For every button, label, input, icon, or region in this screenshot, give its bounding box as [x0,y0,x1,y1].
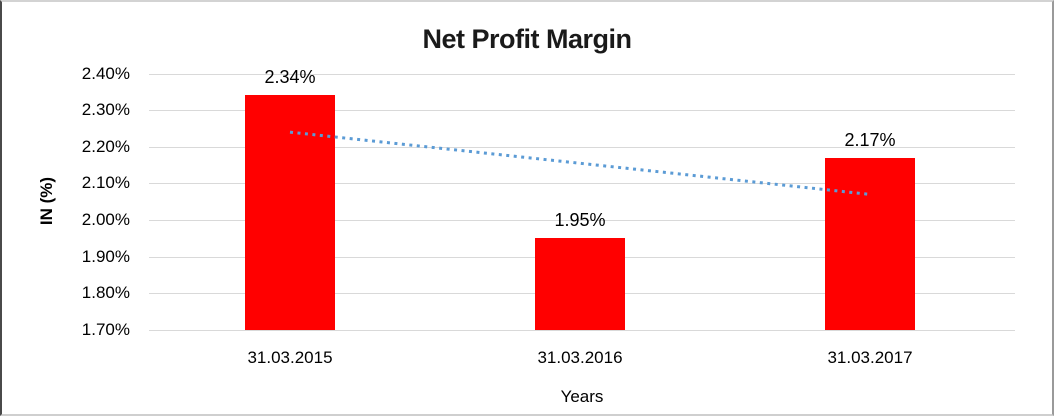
bar-31.03.2015 [245,95,335,330]
gridline [149,330,1015,331]
trendline-path [289,130,871,196]
y-tick-label: 1.90% [81,246,130,266]
y-tick-label: 2.30% [81,100,130,120]
y-tick-label: 2.40% [81,63,130,83]
y-tick-label: 1.70% [81,320,130,339]
y-tick-label: 2.10% [81,173,130,193]
x-tick-label: 31.03.2016 [537,348,623,367]
data-label: 2.17% [844,129,896,150]
chart-title: Net Profit Margin [422,24,632,54]
gridline [149,73,1015,75]
bar-31.03.2016 [535,238,625,330]
x-axis-title: Years [560,387,604,406]
gridline [149,110,1015,112]
gridline [149,220,1015,222]
y-tick-label: 2.00% [81,210,130,230]
y-tick-label: 2.20% [81,136,130,156]
bar-31.03.2017 [825,157,915,330]
data-label: 1.95% [554,210,606,231]
x-tick-label: 31.03.2015 [247,348,333,367]
data-label: 2.34% [264,67,316,88]
y-tick-label: 1.80% [81,283,130,303]
x-tick-label: 31.03.2017 [827,348,913,367]
